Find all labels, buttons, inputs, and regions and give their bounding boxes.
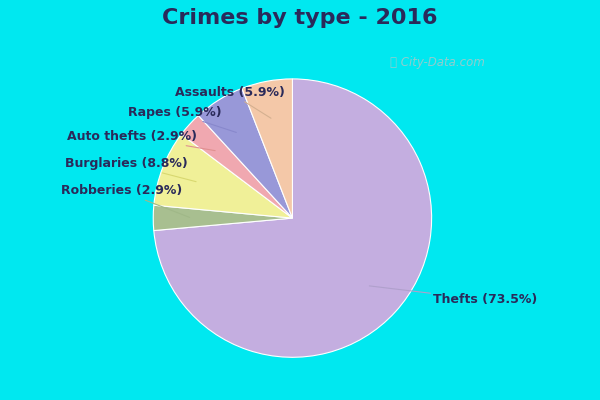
Text: Crimes by type - 2016: Crimes by type - 2016	[162, 8, 438, 28]
Text: Thefts (73.5%): Thefts (73.5%)	[370, 286, 538, 306]
Text: Robberies (2.9%): Robberies (2.9%)	[61, 184, 190, 218]
Text: ⓘ City-Data.com: ⓘ City-Data.com	[390, 56, 485, 69]
Wedge shape	[153, 205, 292, 230]
Wedge shape	[181, 116, 292, 218]
Text: Auto thefts (2.9%): Auto thefts (2.9%)	[67, 130, 215, 151]
Wedge shape	[154, 134, 292, 218]
Text: Rapes (5.9%): Rapes (5.9%)	[128, 106, 236, 132]
Text: Burglaries (8.8%): Burglaries (8.8%)	[65, 157, 196, 182]
Wedge shape	[242, 79, 292, 218]
Text: Assaults (5.9%): Assaults (5.9%)	[175, 86, 285, 118]
Wedge shape	[199, 88, 292, 218]
Wedge shape	[154, 79, 431, 357]
